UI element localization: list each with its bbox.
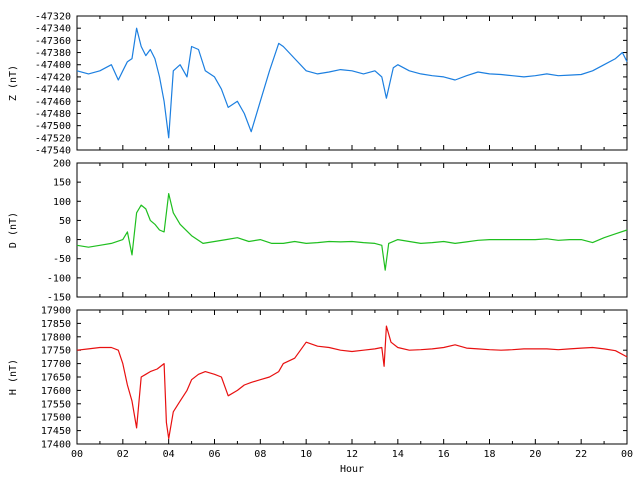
y-tick-label-z: -47400 (35, 60, 71, 71)
x-tick-label: 10 (300, 449, 312, 460)
y-tick-label-h: 17750 (41, 346, 71, 357)
y-tick-label-z: -47540 (35, 146, 71, 157)
y-tick-label-d: 0 (65, 235, 71, 246)
y-axis-label-z: Z (nT) (8, 65, 19, 101)
y-tick-label-z: -47500 (35, 121, 71, 132)
y-tick-label-h: 17900 (41, 306, 71, 317)
y-tick-label-z: -47480 (35, 109, 71, 120)
x-tick-label: 00 (621, 449, 633, 460)
y-tick-label-h: 17600 (41, 386, 71, 397)
y-tick-label-h: 17450 (41, 426, 71, 437)
y-tick-label-z: -47520 (35, 133, 71, 144)
y-tick-label-h: 17650 (41, 373, 71, 384)
y-tick-label-h: 17500 (41, 413, 71, 424)
x-tick-label: 00 (71, 449, 83, 460)
x-tick-label: 08 (254, 449, 266, 460)
y-tick-label-d: 150 (53, 178, 71, 189)
y-axis-label-h: H (nT) (8, 359, 19, 395)
x-tick-label: 12 (346, 449, 358, 460)
y-tick-label-z: -47380 (35, 48, 71, 59)
series-line-d (76, 193, 628, 271)
series-line-h (76, 325, 628, 440)
panel-d: 200 150 100 50 0 -50 -100 -150 D (nT) (8, 159, 628, 304)
y-tick-label-z: -47340 (35, 24, 71, 35)
y-tick-label-z: -47460 (35, 97, 71, 108)
y-tick-label-h: 17550 (41, 399, 71, 410)
x-tick-label: 02 (117, 449, 129, 460)
x-axis-label: Hour (340, 464, 364, 475)
y-tick-label-z: -47420 (35, 72, 71, 83)
series-line-z (76, 27, 628, 139)
y-tick-label-h: 17850 (41, 319, 71, 330)
y-tick-label-d: -50 (53, 254, 71, 265)
y-tick-label-d: -100 (47, 273, 71, 284)
y-tick-label-d: 100 (53, 197, 71, 208)
panel-frame-z (76, 15, 628, 151)
y-tick-label-d: -150 (47, 293, 71, 304)
x-tick-label: 22 (575, 449, 587, 460)
x-tick-label: 06 (208, 449, 220, 460)
y-tick-label-h: 17800 (41, 332, 71, 343)
y-tick-label-z: -47320 (35, 12, 71, 23)
y-tick-label-d: 200 (53, 159, 71, 170)
x-tick-label: 18 (483, 449, 495, 460)
panel-z: -47320-47340-47360-47380-47400-47420 -474… (8, 12, 628, 157)
panel-h: 17900 17850 17800 17750 17700 17650 17600 17550… (8, 306, 633, 476)
y-tick-label-z: -47360 (35, 36, 71, 47)
x-tick-label: 16 (438, 449, 450, 460)
x-tick-label: 20 (529, 449, 541, 460)
y-tick-label-h: 17700 (41, 359, 71, 370)
panel-frame-h (76, 309, 628, 445)
y-axis-label-d: D (nT) (8, 212, 19, 248)
y-tick-label-d: 50 (59, 216, 71, 227)
x-tick-label: 04 (163, 449, 175, 460)
x-tick-label: 14 (392, 449, 404, 460)
y-tick-label-h: 17400 (41, 440, 71, 451)
y-tick-label-z: -47440 (35, 85, 71, 96)
